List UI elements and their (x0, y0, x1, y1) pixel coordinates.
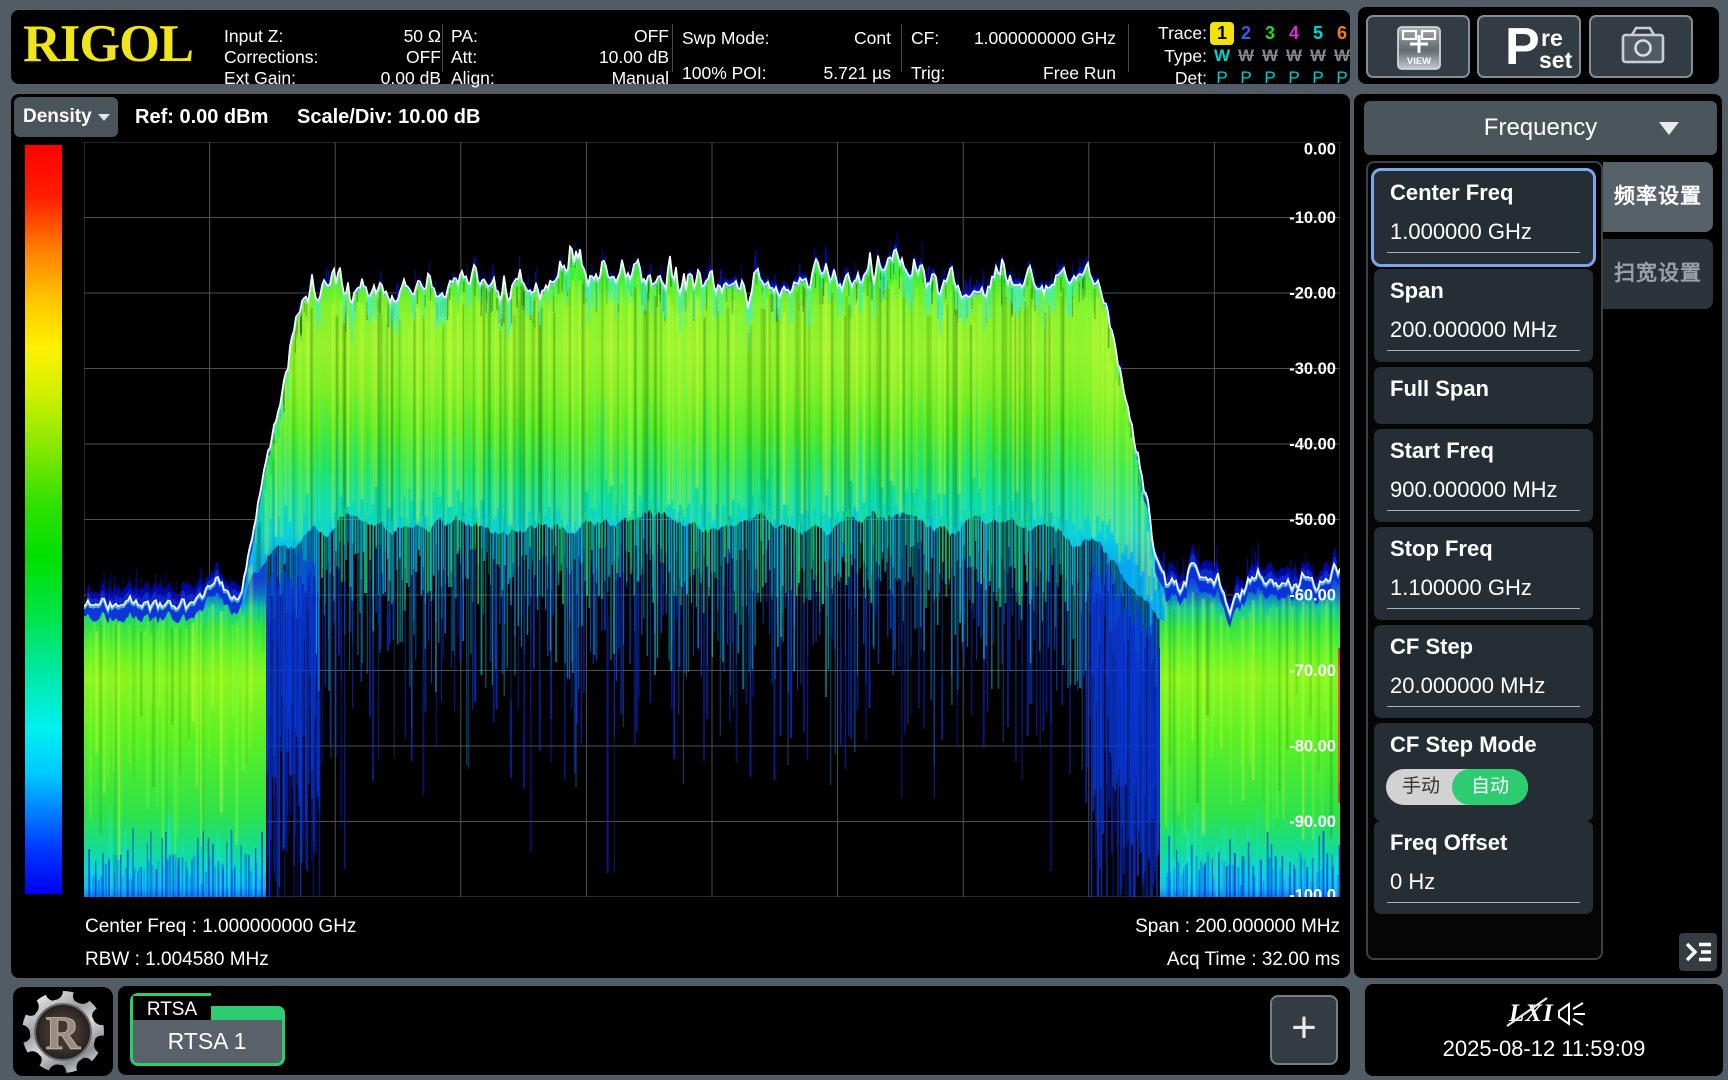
svg-text:-10.00: -10.00 (1289, 209, 1336, 227)
svg-text:RTSA: RTSA (147, 999, 198, 1020)
svg-text:0.00: 0.00 (1304, 142, 1336, 159)
svg-text:RTSA 1: RTSA 1 (168, 1028, 247, 1054)
svg-text:-70.00: -70.00 (1289, 662, 1336, 680)
svg-text:R: R (46, 1007, 82, 1060)
svg-text:VIEW: VIEW (1407, 56, 1431, 67)
svg-text:-30.00: -30.00 (1289, 360, 1336, 378)
svg-text:-60.00: -60.00 (1289, 587, 1336, 605)
svg-text:-40.00: -40.00 (1289, 436, 1336, 454)
svg-text:-100.0: -100.0 (1289, 887, 1336, 898)
svg-text:-80.00: -80.00 (1289, 738, 1336, 756)
svg-text:-20.00: -20.00 (1289, 285, 1336, 303)
svg-text:-90.00: -90.00 (1289, 813, 1336, 831)
svg-text:-50.00: -50.00 (1289, 511, 1336, 529)
